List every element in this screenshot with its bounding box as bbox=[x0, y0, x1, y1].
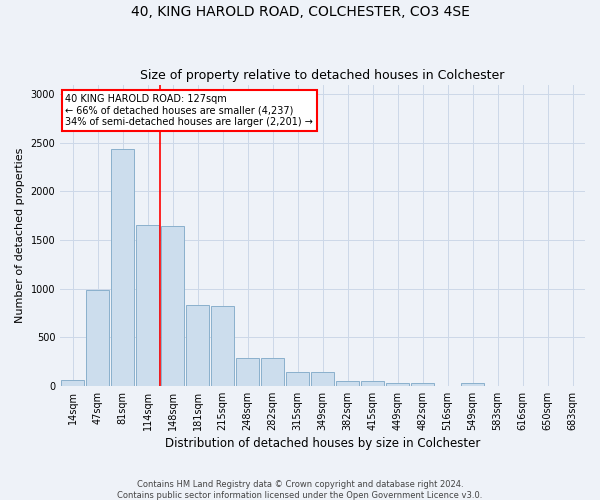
Bar bbox=[211, 306, 234, 386]
Y-axis label: Number of detached properties: Number of detached properties bbox=[15, 148, 25, 323]
Bar bbox=[412, 383, 434, 386]
Bar bbox=[161, 226, 184, 386]
Bar bbox=[386, 383, 409, 386]
Bar bbox=[311, 372, 334, 386]
Bar bbox=[112, 148, 134, 386]
Bar bbox=[461, 383, 484, 386]
Bar bbox=[86, 290, 109, 386]
Bar bbox=[286, 372, 309, 386]
Text: 40, KING HAROLD ROAD, COLCHESTER, CO3 4SE: 40, KING HAROLD ROAD, COLCHESTER, CO3 4S… bbox=[131, 5, 469, 19]
Text: Contains HM Land Registry data © Crown copyright and database right 2024.
Contai: Contains HM Land Registry data © Crown c… bbox=[118, 480, 482, 500]
Bar bbox=[337, 381, 359, 386]
Bar bbox=[136, 226, 159, 386]
Text: 40 KING HAROLD ROAD: 127sqm
← 66% of detached houses are smaller (4,237)
34% of : 40 KING HAROLD ROAD: 127sqm ← 66% of det… bbox=[65, 94, 313, 127]
Bar bbox=[236, 358, 259, 386]
X-axis label: Distribution of detached houses by size in Colchester: Distribution of detached houses by size … bbox=[165, 437, 480, 450]
Bar bbox=[61, 380, 84, 386]
Title: Size of property relative to detached houses in Colchester: Size of property relative to detached ho… bbox=[140, 69, 505, 82]
Bar bbox=[361, 381, 384, 386]
Bar bbox=[262, 358, 284, 386]
Bar bbox=[187, 305, 209, 386]
